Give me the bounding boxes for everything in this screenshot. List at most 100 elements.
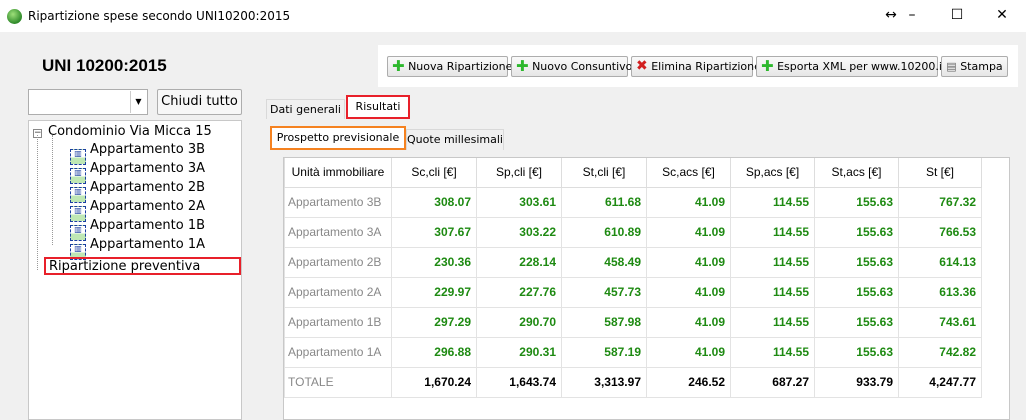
tree-item-unit[interactable]: ▥ Appartamento 2A: [70, 198, 205, 222]
button-label: Esporta XML per www.10200.it: [777, 60, 947, 73]
app-icon: [7, 9, 22, 24]
column-header[interactable]: Unità immobiliare: [284, 158, 392, 188]
close-button[interactable]: ✕: [996, 7, 1008, 23]
value-cell: 155.63: [814, 336, 899, 368]
value-cell: 230.36: [391, 246, 477, 278]
table-header: Unità immobiliare Sc,cli [€] Sp,cli [€] St,…: [284, 158, 982, 188]
tree-item-unit[interactable]: ▥ Appartamento 3B: [70, 141, 205, 165]
value-cell: 41.09: [646, 336, 731, 368]
value-cell: 290.31: [476, 336, 562, 368]
resize-icon[interactable]: ↔: [885, 7, 897, 23]
delete-icon: ✖: [636, 58, 648, 74]
page-title: UNI 10200:2015: [42, 56, 167, 75]
value-cell: 41.09: [646, 246, 731, 278]
value-cell: 114.55: [730, 246, 815, 278]
scrollbar-area[interactable]: [1010, 157, 1026, 420]
value-cell: 587.98: [561, 306, 647, 338]
value-cell: 687.27: [730, 366, 815, 398]
value-cell: 227.76: [476, 276, 562, 308]
value-cell: 114.55: [730, 216, 815, 248]
tree-item-label: Appartamento 2A: [90, 199, 206, 214]
new-allocation-button[interactable]: ✚ Nuova Ripartizione: [387, 56, 512, 77]
plus-icon: ✚: [516, 57, 529, 75]
button-label: Nuovo Consuntivo: [532, 60, 633, 73]
chevron-down-icon[interactable]: ▼: [130, 91, 146, 113]
button-label: Nuova Ripartizione: [408, 60, 513, 73]
value-cell: 296.88: [391, 336, 477, 368]
value-cell: 742.82: [898, 336, 982, 368]
plus-icon: ✚: [392, 57, 405, 75]
column-header[interactable]: St,acs [€]: [814, 158, 899, 188]
apartment-icon: ▥: [70, 244, 86, 260]
tab-prospetto-previsionale[interactable]: Prospetto previsionale: [270, 126, 406, 150]
tree-line: [37, 135, 38, 270]
tree-item-label: Appartamento 1A: [90, 237, 206, 252]
column-header[interactable]: Sp,acs [€]: [730, 158, 815, 188]
collapse-all-button[interactable]: Chiudi tutto: [157, 89, 242, 115]
tree-item-label: Appartamento 3A: [90, 161, 206, 176]
unit-name-cell: Appartamento 3B: [284, 186, 392, 218]
toolbar: ✚ Nuova Ripartizione ✚ Nuovo Consuntivo …: [378, 45, 1018, 87]
table-row: Appartamento 1A 296.88 290.31 587.19 41.09 11…: [284, 336, 982, 368]
unit-name-cell: Appartamento 1A: [284, 336, 392, 368]
unit-name-cell: Appartamento 2A: [284, 276, 392, 308]
tree-item-unit[interactable]: ▥ Appartamento 2B: [70, 179, 205, 203]
value-cell: 933.79: [814, 366, 899, 398]
value-cell: 155.63: [814, 306, 899, 338]
tree-item-unit[interactable]: ▥ Appartamento 1A: [70, 236, 205, 260]
value-cell: 41.09: [646, 186, 731, 218]
value-cell: 41.09: [646, 216, 731, 248]
table-row: Appartamento 2B 230.36 228.14 458.49 41.09 11…: [284, 246, 982, 278]
apartment-icon: ▥: [70, 187, 86, 203]
tree-view[interactable]: − Condominio Via Micca 15 ▥ Appartamento 3…: [28, 120, 242, 420]
value-cell: 3,313.97: [561, 366, 647, 398]
value-cell: 611.68: [561, 186, 647, 218]
value-cell: 155.63: [814, 246, 899, 278]
column-header[interactable]: Sp,cli [€]: [476, 158, 562, 188]
button-label: Stampa: [960, 60, 1003, 73]
column-header[interactable]: Sc,cli [€]: [391, 158, 477, 188]
value-cell: 290.70: [476, 306, 562, 338]
delete-allocation-button[interactable]: ✖ Elimina Ripartizione: [631, 56, 761, 77]
unit-name-cell: Appartamento 1B: [284, 306, 392, 338]
apartment-icon: ▥: [70, 225, 86, 241]
value-cell: 41.09: [646, 306, 731, 338]
value-cell: 587.19: [561, 336, 647, 368]
apartment-icon: ▥: [70, 206, 86, 222]
table-row: Appartamento 2A 229.97 227.76 457.73 41.09 11…: [284, 276, 982, 308]
column-header[interactable]: St,cli [€]: [561, 158, 647, 188]
value-cell: 229.97: [391, 276, 477, 308]
plus-icon: ✚: [761, 57, 774, 75]
value-cell: 297.29: [391, 306, 477, 338]
column-header[interactable]: Sc,acs [€]: [646, 158, 731, 188]
tree-item-ripartizione-preventiva[interactable]: Ripartizione preventiva: [49, 258, 200, 276]
title-bar: Ripartizione spese secondo UNI10200:2015…: [0, 0, 1026, 32]
tree-root[interactable]: − Condominio Via Micca 15: [33, 123, 212, 141]
tab-dati-generali[interactable]: Dati generali: [266, 99, 345, 119]
value-cell: 308.07: [391, 186, 477, 218]
value-cell: 457.73: [561, 276, 647, 308]
tree-item-unit[interactable]: ▥ Appartamento 3A: [70, 160, 205, 184]
maximize-button[interactable]: ☐: [950, 7, 964, 23]
value-cell: 114.55: [730, 186, 815, 218]
results-table-panel: Unità immobiliare Sc,cli [€] Sp,cli [€] St,…: [283, 157, 1010, 420]
table-row: Appartamento 1B 297.29 290.70 587.98 41.09 11…: [284, 306, 982, 338]
new-final-balance-button[interactable]: ✚ Nuovo Consuntivo: [511, 56, 632, 77]
value-cell: 1,670.24: [391, 366, 477, 398]
column-header[interactable]: St [€]: [898, 158, 982, 188]
export-xml-button[interactable]: ✚ Esporta XML per www.10200.it: [756, 56, 946, 77]
value-cell: 155.63: [814, 186, 899, 218]
value-cell: 458.49: [561, 246, 647, 278]
tab-risultati[interactable]: Risultati: [346, 95, 410, 119]
unit-name-cell: Appartamento 2B: [284, 246, 392, 278]
value-cell: 743.61: [898, 306, 982, 338]
table-row: Appartamento 3B 308.07 303.61 611.68 41.09 11…: [284, 186, 982, 218]
tree-item-unit[interactable]: ▥ Appartamento 1B: [70, 217, 205, 241]
building-select[interactable]: ▼: [28, 89, 148, 115]
button-label: Elimina Ripartizione: [651, 60, 761, 73]
tab-quote-millesimali[interactable]: Quote millesimali: [406, 129, 504, 150]
print-button[interactable]: ▤ Stampa: [941, 56, 1008, 77]
minimize-button[interactable]: –: [908, 7, 916, 23]
value-cell: 307.67: [391, 216, 477, 248]
apartment-icon: ▥: [70, 149, 86, 165]
